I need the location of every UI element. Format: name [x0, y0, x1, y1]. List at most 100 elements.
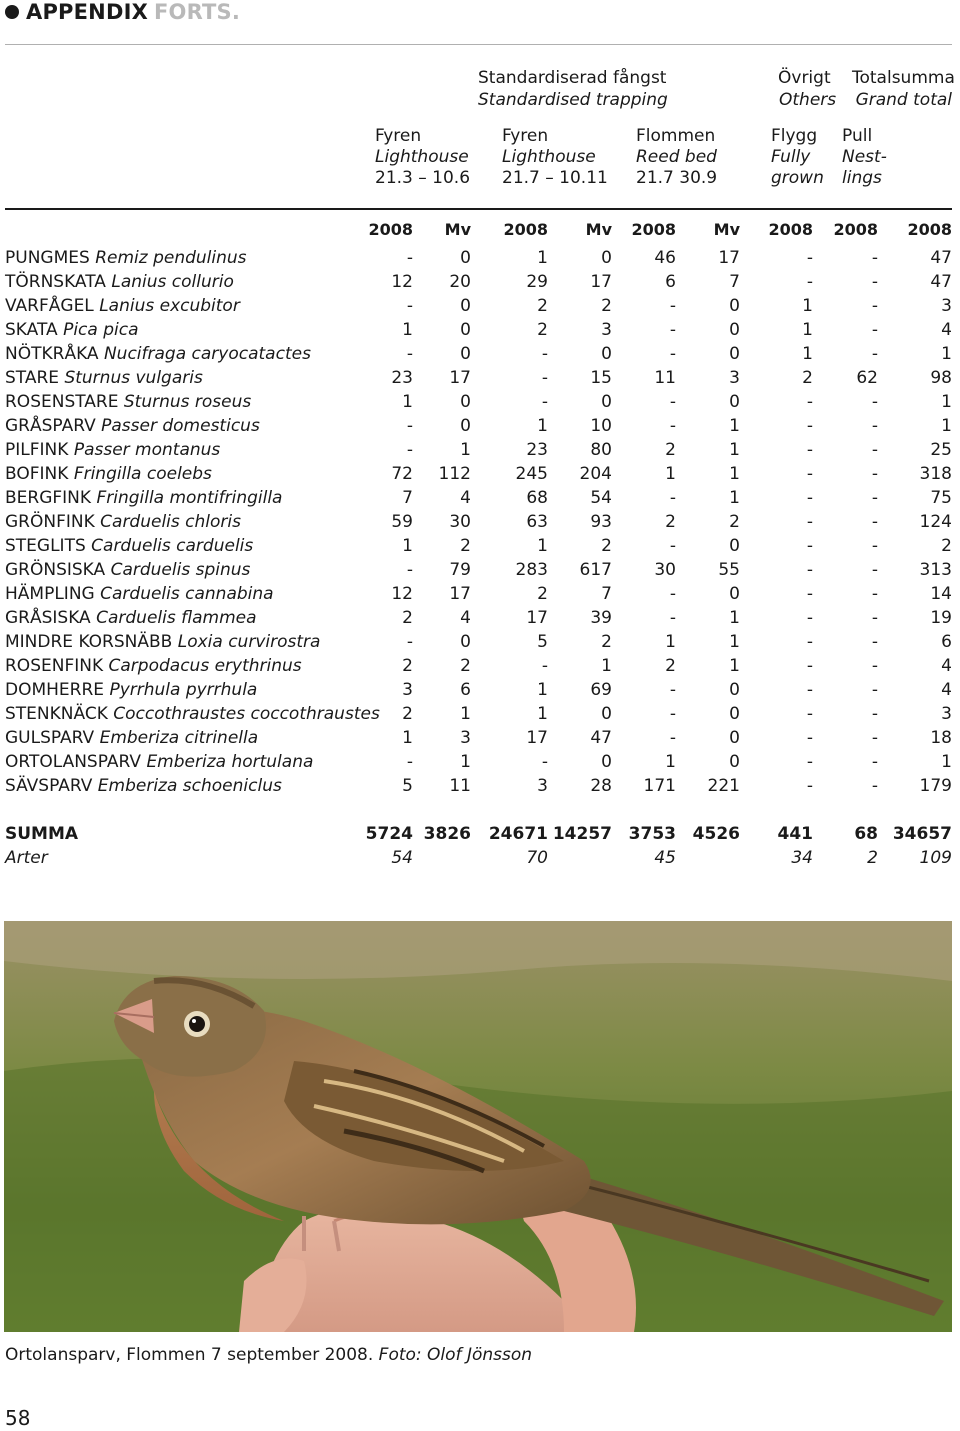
- table-cell: -: [871, 536, 878, 556]
- swedish-name: NÖTKRÅKA: [5, 344, 99, 364]
- table-cell: -: [806, 584, 813, 604]
- table-row: TÖRNSKATA Lanius collurio 12 20 29 17 6 7 - - 47: [0, 270, 960, 294]
- table-cell: 2: [537, 320, 548, 340]
- table-cell: 0: [601, 752, 612, 772]
- table-cell: -: [806, 680, 813, 700]
- table-row: BOFINK Fringilla coelebs 72 112 245 204 1 1 - - 3…: [0, 462, 960, 486]
- table-row: VARFÅGEL Lanius excubitor - 0 2 2 - 0 1 - 3: [0, 294, 960, 318]
- table-cell: 3826: [423, 824, 471, 844]
- swedish-name: ROSENFINK: [5, 656, 104, 676]
- table-cell: 1: [537, 416, 548, 436]
- table-row: STEGLITS Carduelis carduelis 1 2 1 2 - 0 - - 2: [0, 534, 960, 558]
- table-cell: 1: [729, 416, 740, 436]
- table-cell: 1: [729, 488, 740, 508]
- table-cell: 1: [601, 656, 612, 676]
- table-cell: 28: [590, 776, 612, 796]
- table-cell: -: [871, 344, 878, 364]
- swedish-name: GRÖNSISKA: [5, 560, 106, 580]
- table-cell: 1: [537, 680, 548, 700]
- table-cell: -: [871, 704, 878, 724]
- table-cell: 34: [791, 848, 813, 868]
- table-cell: 2: [460, 536, 471, 556]
- swedish-name: BOFINK: [5, 464, 69, 484]
- table-cell: 1: [537, 248, 548, 268]
- swedish-name: DOMHERRE: [5, 680, 105, 700]
- photo-caption: Ortolansparv, Flommen 7 september 2008. …: [5, 1343, 532, 1367]
- table-cell: 0: [601, 248, 612, 268]
- table-cell: 171: [643, 776, 676, 796]
- table-cell: -: [406, 344, 413, 364]
- table-cell: 3: [537, 776, 548, 796]
- table-cell: -: [806, 776, 813, 796]
- table-cell: 3: [601, 320, 612, 340]
- table-cell: 12: [391, 584, 413, 604]
- table-cell: -: [669, 728, 676, 748]
- table-row: ROSENSTARE Sturnus roseus 1 0 - 0 - 0 - - 1: [0, 390, 960, 414]
- latin-name: Pyrrhula pyrrhula: [109, 680, 258, 700]
- table-cell: 0: [460, 344, 471, 364]
- group-standardised-sv: Standardiserad fångst: [478, 68, 667, 88]
- table-row: ORTOLANSPARV Emberiza hortulana - 1 - 0 1 0 - - 1: [0, 750, 960, 774]
- species-name: BOFINK Fringilla coelebs: [5, 462, 212, 486]
- latin-name: Loxia curvirostra: [177, 632, 321, 652]
- table-cell: 0: [729, 728, 740, 748]
- table-cell: -: [871, 440, 878, 460]
- table-cell: -: [541, 656, 548, 676]
- table-cell: 2: [665, 656, 676, 676]
- site-pull-period: lings: [842, 168, 882, 188]
- table-cell: 1: [729, 632, 740, 652]
- table-cell: 14: [930, 584, 952, 604]
- table-cell: 34657: [892, 824, 952, 844]
- species-name: SKATA Pica pica: [5, 318, 138, 342]
- group-total-sv: Totalsumma: [852, 68, 955, 88]
- table-row: MINDRE KORSNÄBB Loxia curvirostra - 0 5 2 1 1 -…: [0, 630, 960, 654]
- table-cell: 124: [919, 512, 952, 532]
- table-cell: 221: [707, 776, 740, 796]
- table-cell: 0: [460, 392, 471, 412]
- latin-name: Sturnus vulgaris: [64, 368, 203, 388]
- table-cell: 441: [777, 824, 814, 844]
- table-cell: 204: [579, 464, 612, 484]
- table-cell: -: [871, 392, 878, 412]
- site-fyren-spring-name: Fyren: [375, 126, 422, 146]
- table-cell: -: [871, 416, 878, 436]
- table-cell: 1: [402, 728, 413, 748]
- table-cell: 62: [856, 368, 878, 388]
- header-divider: [5, 208, 952, 210]
- table-cell: 7: [601, 584, 612, 604]
- table-cell: 5724: [365, 824, 413, 844]
- species-name: GULSPARV Emberiza citrinella: [5, 726, 258, 750]
- table-cell: 4526: [692, 824, 740, 844]
- table-cell: 0: [729, 680, 740, 700]
- table-cell: 2: [402, 704, 413, 724]
- table-cell: 3: [460, 728, 471, 748]
- table-cell: -: [669, 416, 676, 436]
- table-cell: -: [541, 344, 548, 364]
- swedish-name: BERGFINK: [5, 488, 92, 508]
- table-row: STARE Sturnus vulgaris 23 17 - 15 11 3 2 62 98: [0, 366, 960, 390]
- table-cell: 2: [460, 656, 471, 676]
- table-cell: 2: [601, 632, 612, 652]
- species-name: GRÖNSISKA Carduelis spinus: [5, 558, 250, 582]
- table-cell: 3: [402, 680, 413, 700]
- table-cell: 2: [402, 656, 413, 676]
- table-cell: -: [669, 704, 676, 724]
- table-cell: 47: [930, 248, 952, 268]
- table-cell: -: [669, 536, 676, 556]
- table-row: PILFINK Passer montanus - 1 23 80 2 1 - - 25: [0, 438, 960, 462]
- latin-name: Pica pica: [63, 320, 139, 340]
- latin-name: Carduelis flammea: [96, 608, 257, 628]
- table-cell: -: [871, 512, 878, 532]
- table-cell: 3753: [628, 824, 676, 844]
- table-cell: -: [406, 560, 413, 580]
- caption-credit: Foto: Olof Jönsson: [378, 1345, 533, 1365]
- table-row: GRÖNSISKA Carduelis spinus - 79 283 617 30 55 -…: [0, 558, 960, 582]
- species-name: MINDRE KORSNÄBB Loxia curvirostra: [5, 630, 320, 654]
- site-pull-name: Pull: [842, 126, 873, 146]
- table-cell: 7: [402, 488, 413, 508]
- table-cell: 30: [449, 512, 471, 532]
- table-cell: -: [669, 680, 676, 700]
- species-name: ROSENSTARE Sturnus roseus: [5, 390, 251, 414]
- table-cell: 2: [665, 440, 676, 460]
- table-row: GULSPARV Emberiza citrinella 1 3 17 47 - 0 - - 18: [0, 726, 960, 750]
